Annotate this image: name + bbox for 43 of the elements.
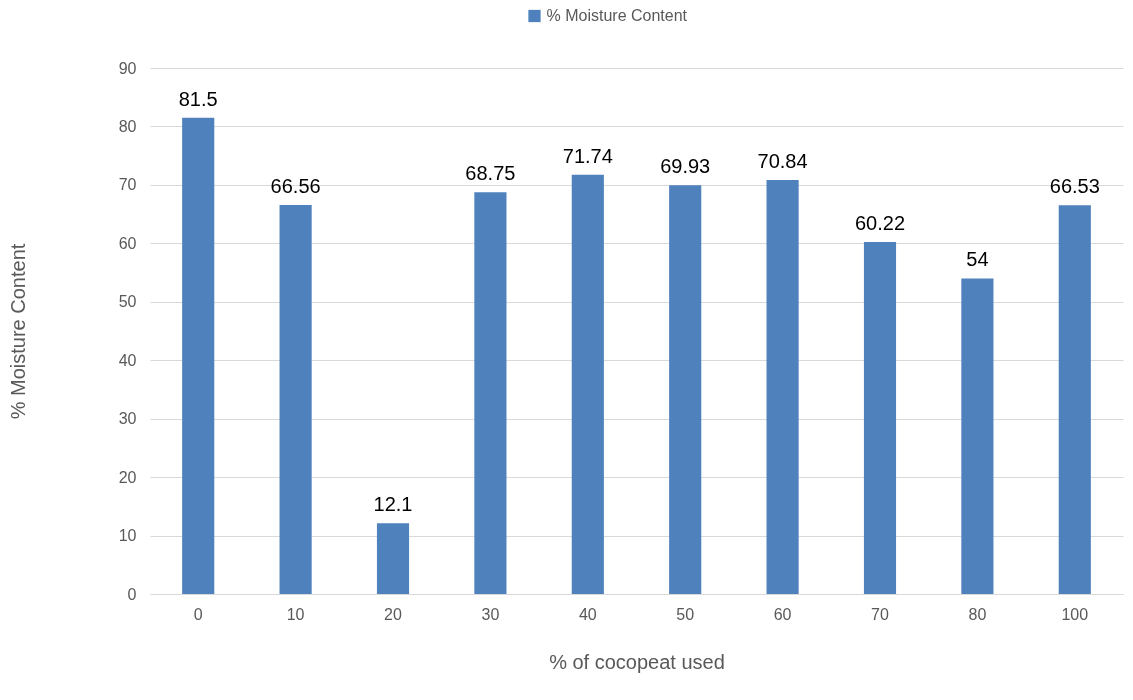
data-label: 69.93 (660, 155, 711, 178)
x-tick-label: 60 (773, 605, 792, 623)
data-label: 70.84 (757, 149, 808, 172)
x-tick-label: 10 (286, 605, 305, 623)
bar (961, 278, 994, 594)
data-label: 71.74 (562, 144, 613, 167)
data-label: 66.53 (1049, 175, 1100, 198)
bar (571, 174, 604, 594)
data-label: 54 (966, 248, 989, 271)
bar (766, 179, 799, 594)
y-tick-label: 0 (127, 585, 137, 603)
bar (669, 185, 702, 594)
y-axis-title: % Moisture Content (6, 243, 29, 420)
legend-label: % Moisture Content (546, 7, 688, 24)
y-tick-label: 10 (118, 527, 137, 545)
y-tick-label: 30 (118, 410, 137, 428)
bar (1058, 205, 1091, 594)
x-tick-label: 0 (193, 605, 203, 623)
bar (376, 523, 410, 594)
x-tick-label: 40 (578, 605, 597, 623)
y-tick-label: 50 (118, 293, 137, 311)
x-tick-label: 30 (481, 605, 500, 623)
data-label: 68.75 (465, 162, 516, 185)
data-label: 81.5 (178, 87, 218, 110)
x-tick-label: 70 (871, 605, 889, 623)
x-tick-label: 100 (1061, 605, 1089, 623)
data-label: 66.56 (270, 174, 321, 197)
y-tick-label: 60 (118, 234, 137, 252)
x-axis-title: % of cocopeat used (549, 650, 725, 673)
data-label: 12.1 (373, 493, 413, 516)
y-tick-label: 20 (118, 468, 137, 486)
bar (279, 204, 312, 594)
x-tick-label: 50 (676, 605, 695, 623)
x-tick-label: 20 (384, 605, 403, 623)
y-tick-label: 90 (118, 59, 137, 77)
bar (474, 192, 507, 594)
y-tick-label: 70 (118, 176, 137, 194)
y-tick-label: 40 (118, 351, 137, 369)
y-tick-label: 80 (118, 117, 137, 135)
bar (863, 242, 897, 594)
x-tick-label: 80 (968, 605, 987, 623)
data-label: 60.22 (854, 212, 906, 235)
bar (182, 117, 215, 594)
